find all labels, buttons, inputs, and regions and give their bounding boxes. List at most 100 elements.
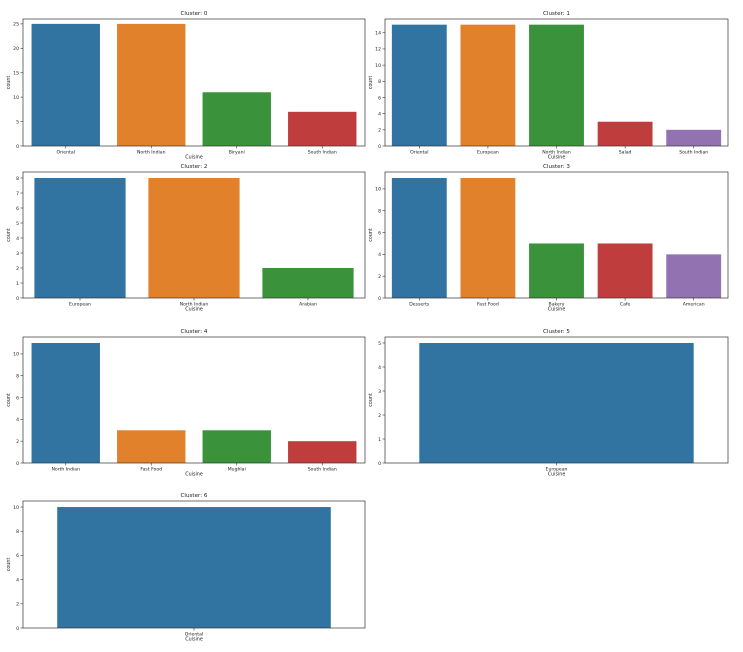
x-tick-label: Oriental [185,632,203,638]
x-tick-label: Desserts [409,302,430,308]
chart-title: Cluster: 3 [543,164,570,170]
y-tick-label: 8 [16,374,19,380]
chart-title: Cluster: 6 [181,493,208,499]
x-tick-label: South Indian [308,150,337,156]
y-tick-label: 3 [16,251,19,257]
chart-panel-2: Cluster: 2 0 1 2 3 4 5 6 7 8 European North Indian A… [6,164,366,313]
y-tick-label: 2 [378,128,381,134]
y-tick-label: 0 [16,461,19,467]
chart-title: Cluster: 2 [181,164,208,170]
chart-title: Cluster: 5 [543,329,570,335]
y-tick-label: 7 [16,191,19,197]
bar-european [460,24,516,146]
y-axis-label: count [6,558,12,572]
chart-panel-4: Cluster: 4 0 2 4 6 8 10 North Indian Fast Food Mu… [6,329,366,478]
y-tick-label: 5 [16,119,19,125]
x-tick-label: European [546,467,568,473]
y-axis-label: count [368,76,374,90]
bar-north-indian [117,23,186,147]
chart-panel-0: Cluster: 0 0 5 10 15 20 25 Oriental North Indian… [6,11,366,161]
chart-title: Cluster: 0 [181,11,208,17]
chart-panel-3: Cluster: 3 0 2 4 6 8 10 Desserts Fast Food Bakery… [368,164,729,313]
y-axis-label: count [6,76,12,90]
y-tick-label: 4 [378,252,381,258]
x-tick-label: Oriental [410,150,428,156]
plot-frame [22,171,366,299]
bar-bakery [529,243,584,298]
y-tick-label: 14 [375,31,381,37]
y-tick-label: 4 [378,365,381,371]
bar-south-indian [666,129,722,146]
y-tick-label: 12 [375,47,381,53]
y-tick-label: 10 [375,63,381,69]
y-axis-label: count [6,393,12,407]
plot-frame [384,171,729,299]
bar-north-indian [148,178,240,298]
y-tick-label: 8 [378,209,381,215]
x-axis-label: Cuisine [185,155,203,161]
bar-biryani [202,92,271,146]
y-tick-label: 3 [378,389,381,395]
bar-european [419,343,694,463]
y-tick-label: 10 [13,505,19,511]
y-tick-label: 2 [378,413,381,419]
y-tick-label: 0 [16,296,19,302]
x-tick-label: Salad [619,150,632,156]
x-tick-label: Oriental [57,150,75,156]
plot-frame [22,336,366,464]
y-tick-label: 0 [16,626,19,632]
y-tick-label: 8 [16,176,19,182]
x-tick-label: South Indian [308,467,337,473]
y-tick-label: 10 [375,187,381,193]
y-tick-label: 4 [16,577,19,583]
y-tick-label: 8 [378,79,381,85]
x-tick-label: Fast Food [140,467,162,473]
plot-frame [384,336,729,464]
x-tick-label: South Indian [679,150,708,156]
x-axis-label: Cuisine [185,307,203,313]
x-tick-label: European [69,302,91,308]
bar-american [666,254,722,298]
y-tick-label: 2 [16,439,19,445]
y-tick-label: 4 [378,111,381,117]
chart-panel-1: Cluster: 1 0 2 4 6 8 10 12 14 Oriental European Nor… [368,11,729,161]
y-tick-label: 8 [16,529,19,535]
y-tick-label: 5 [16,221,19,227]
bar-oriental [31,23,100,147]
y-tick-label: 4 [16,417,19,423]
y-tick-label: 4 [16,236,19,242]
x-tick-label: North Indian [52,467,81,473]
bar-south-indian [288,441,357,463]
y-tick-label: 25 [13,22,19,28]
y-tick-label: 10 [13,352,19,358]
x-axis-label: Cuisine [548,307,566,313]
x-axis-label: Cuisine [185,472,203,478]
bar-fast-food [117,430,186,463]
bar-cafe [597,243,653,298]
plot-frame [22,500,366,629]
x-tick-label: North Indian [180,302,209,308]
bar-south-indian [288,111,357,146]
chart-title: Cluster: 4 [181,329,208,335]
x-tick-label: North Indian [137,150,166,156]
y-tick-label: 10 [13,95,19,101]
y-tick-label: 6 [378,230,381,236]
y-axis-label: count [368,393,374,407]
y-tick-label: 15 [13,71,19,77]
y-tick-label: 1 [378,437,381,443]
x-axis-label: Cuisine [185,637,203,643]
y-tick-label: 2 [378,274,381,280]
y-tick-label: 2 [16,266,19,272]
y-tick-label: 2 [16,602,19,608]
y-tick-label: 1 [16,281,19,287]
plot-frame [22,18,366,147]
x-tick-label: Cafe [620,302,631,308]
y-axis-label: count [6,228,12,242]
y-tick-label: 0 [16,144,19,150]
x-tick-label: European [477,150,499,156]
y-tick-label: 5 [378,341,381,347]
